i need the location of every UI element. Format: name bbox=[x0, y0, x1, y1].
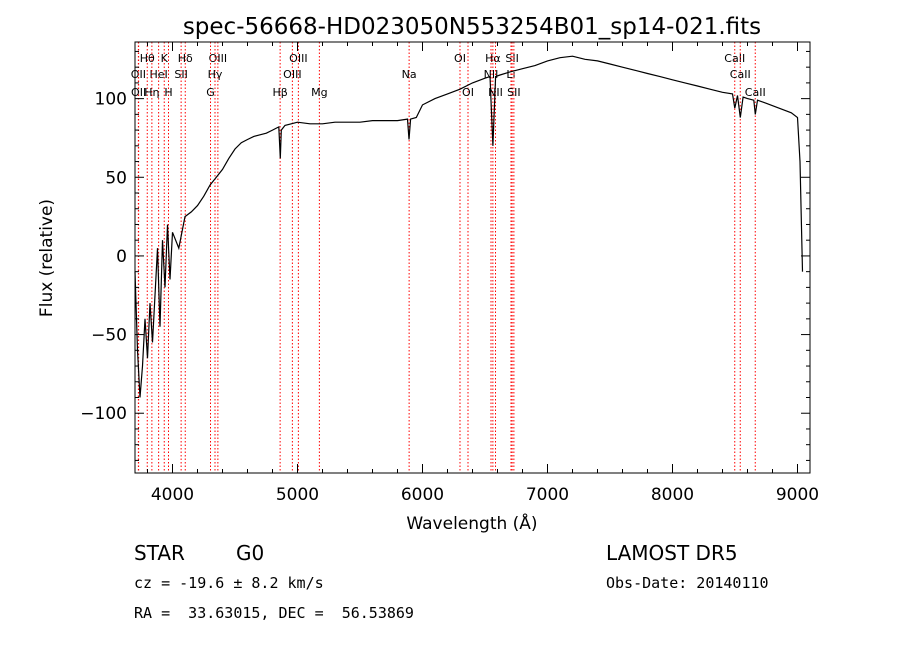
x-axis-label: Wavelength (Å) bbox=[406, 512, 537, 534]
object-subclass: G0 bbox=[236, 541, 265, 565]
line-marker-label: Hθ bbox=[140, 52, 155, 65]
x-tick-label: 8000 bbox=[651, 485, 694, 505]
line-marker-label: Mg bbox=[311, 86, 327, 99]
line-marker-label: SII bbox=[505, 52, 518, 65]
y-axis-label: Flux (relative) bbox=[37, 199, 57, 317]
y-tick-label: 50 bbox=[105, 168, 127, 188]
plot-frame bbox=[134, 41, 811, 474]
chart-title: spec-56668-HD023050N553254B01_sp14-021.f… bbox=[183, 14, 761, 40]
line-marker-label: OI bbox=[454, 52, 466, 65]
x-tick-label: 5000 bbox=[276, 485, 319, 505]
x-tick-label: 4000 bbox=[151, 485, 194, 505]
line-marker-label: K bbox=[161, 52, 169, 65]
y-axis: −100 −50 0 50 100 bbox=[80, 50, 810, 461]
line-marker-label: OI bbox=[462, 86, 474, 99]
line-marker-label: Hα bbox=[485, 52, 501, 65]
line-marker-label: CaII bbox=[730, 68, 751, 81]
line-marker-label: OIII bbox=[283, 68, 301, 81]
line-marker-label: G bbox=[206, 86, 215, 99]
object-class: STAR bbox=[134, 541, 185, 565]
y-tick-label: 0 bbox=[116, 247, 127, 267]
x-axis: 4000 5000 6000 7000 8000 9000 bbox=[147, 42, 819, 505]
x-tick-label: 7000 bbox=[526, 485, 569, 505]
line-marker-label: OIII bbox=[289, 52, 307, 65]
y-tick-label: 100 bbox=[95, 90, 127, 110]
line-marker-label: Hγ bbox=[208, 68, 223, 81]
coordinates: RA = 33.63015, DEC = 56.53869 bbox=[134, 604, 414, 622]
line-marker-label: Hη bbox=[144, 86, 159, 99]
observation-date: Obs-Date: 20140110 bbox=[606, 574, 769, 592]
spectrum-line bbox=[134, 55, 804, 398]
line-marker-label: Hβ bbox=[272, 86, 287, 99]
line-marker-label: OIII bbox=[209, 52, 227, 65]
line-marker-label: CaII bbox=[724, 52, 745, 65]
survey-name: LAMOST DR5 bbox=[606, 541, 738, 565]
line-marker-label: Li bbox=[506, 68, 515, 81]
y-tick-label: −50 bbox=[91, 326, 127, 346]
line-marker-label: Hδ bbox=[178, 52, 193, 65]
line-marker-label: SII bbox=[174, 68, 187, 81]
line-marker-label: NII bbox=[484, 68, 499, 81]
x-tick-label: 9000 bbox=[776, 485, 819, 505]
line-marker-label: CaII bbox=[745, 86, 766, 99]
redshift-velocity: cz = -19.6 ± 8.2 km/s bbox=[134, 574, 324, 592]
y-tick-label: −100 bbox=[80, 404, 127, 424]
x-tick-label: 6000 bbox=[401, 485, 444, 505]
line-marker-label: HeI bbox=[149, 68, 167, 81]
line-marker-label: H bbox=[164, 86, 172, 99]
line-marker-label: SII bbox=[507, 86, 520, 99]
line-marker-label: Na bbox=[402, 68, 417, 81]
